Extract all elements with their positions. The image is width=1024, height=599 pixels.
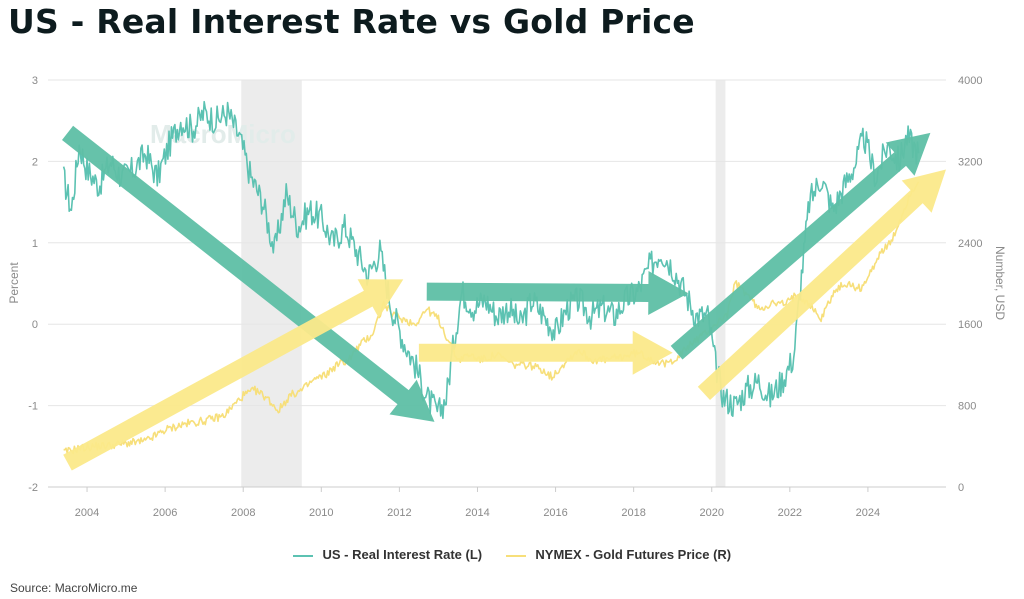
x-tick-label: 2008 [231, 507, 255, 519]
y-left-tick-label: -1 [28, 401, 38, 413]
y-left-tick-label: 2 [32, 156, 38, 168]
x-tick-label: 2024 [856, 507, 880, 519]
trend-arrow-shape [697, 169, 946, 400]
y-left-axis-title: Percent [7, 262, 21, 304]
x-tick-label: 2020 [699, 507, 723, 519]
y-left-tick-label: 1 [32, 238, 38, 250]
legend-swatch-gold [505, 554, 526, 557]
y-left-tick-label: -2 [28, 482, 38, 494]
x-tick-label: 2014 [465, 507, 489, 519]
y-right-tick-label: 800 [958, 401, 976, 413]
y-right-ticks: 4000 3200 2400 1600 800 0 [958, 75, 982, 494]
trend-arrows [62, 125, 946, 471]
y-right-axis-title: Number, USD [993, 246, 1007, 320]
recession-band-1 [715, 80, 726, 487]
x-tick-label: 2012 [387, 507, 411, 519]
trend-arrow-2 [670, 132, 931, 360]
trend-arrow-5 [697, 169, 946, 400]
trend-arrow-0 [62, 125, 435, 422]
y-left-tick-label: 3 [32, 75, 38, 87]
y-right-tick-label: 1600 [958, 319, 982, 331]
x-tick-label: 2022 [778, 507, 802, 519]
legend-item-rate[interactable]: US - Real Interest Rate (L) [292, 547, 483, 563]
trend-arrow-shape [62, 125, 435, 422]
trend-arrow-shape [670, 132, 931, 360]
x-tick-label: 2006 [153, 507, 177, 519]
legend-label-rate: US - Real Interest Rate (L) [322, 547, 483, 563]
y-right-tick-label: 3200 [958, 156, 982, 168]
source-note: Source: MacroMicro.me [10, 581, 138, 595]
trend-arrow-shape [63, 279, 404, 471]
x-tick-label: 2016 [543, 507, 567, 519]
trend-arrow-1 [426, 271, 689, 315]
legend-item-gold[interactable]: NYMEX - Gold Futures Price (R) [505, 547, 732, 563]
y-right-tick-label: 4000 [958, 75, 982, 87]
x-tick-label: 2004 [75, 507, 99, 519]
y-right-tick-label: 2400 [958, 238, 982, 250]
x-tick-label: 2010 [309, 507, 333, 519]
trend-arrow-shape [418, 330, 673, 375]
trend-arrow-3 [63, 279, 404, 471]
series-line-real-rate [62, 100, 920, 420]
page-title: US - Real Interest Rate vs Gold Price [8, 2, 695, 41]
legend: US - Real Interest Rate (L) NYMEX - Gold… [0, 546, 1024, 562]
watermark-text: MacroMicro [150, 119, 296, 149]
y-left-ticks: 3 2 1 0 -1 -2 [28, 75, 38, 494]
y-left-tick-label: 0 [32, 319, 38, 331]
trend-arrow-4 [418, 330, 673, 375]
x-tick-label: 2018 [621, 507, 645, 519]
y-right-tick-label: 0 [958, 482, 964, 494]
trend-arrow-shape [426, 271, 689, 315]
legend-swatch-rate [292, 554, 313, 557]
legend-label-gold: NYMEX - Gold Futures Price (R) [535, 547, 732, 563]
x-axis-ticks: 2004 2006 2008 2010 2012 2014 2016 2018 2020 2022… [48, 486, 946, 519]
